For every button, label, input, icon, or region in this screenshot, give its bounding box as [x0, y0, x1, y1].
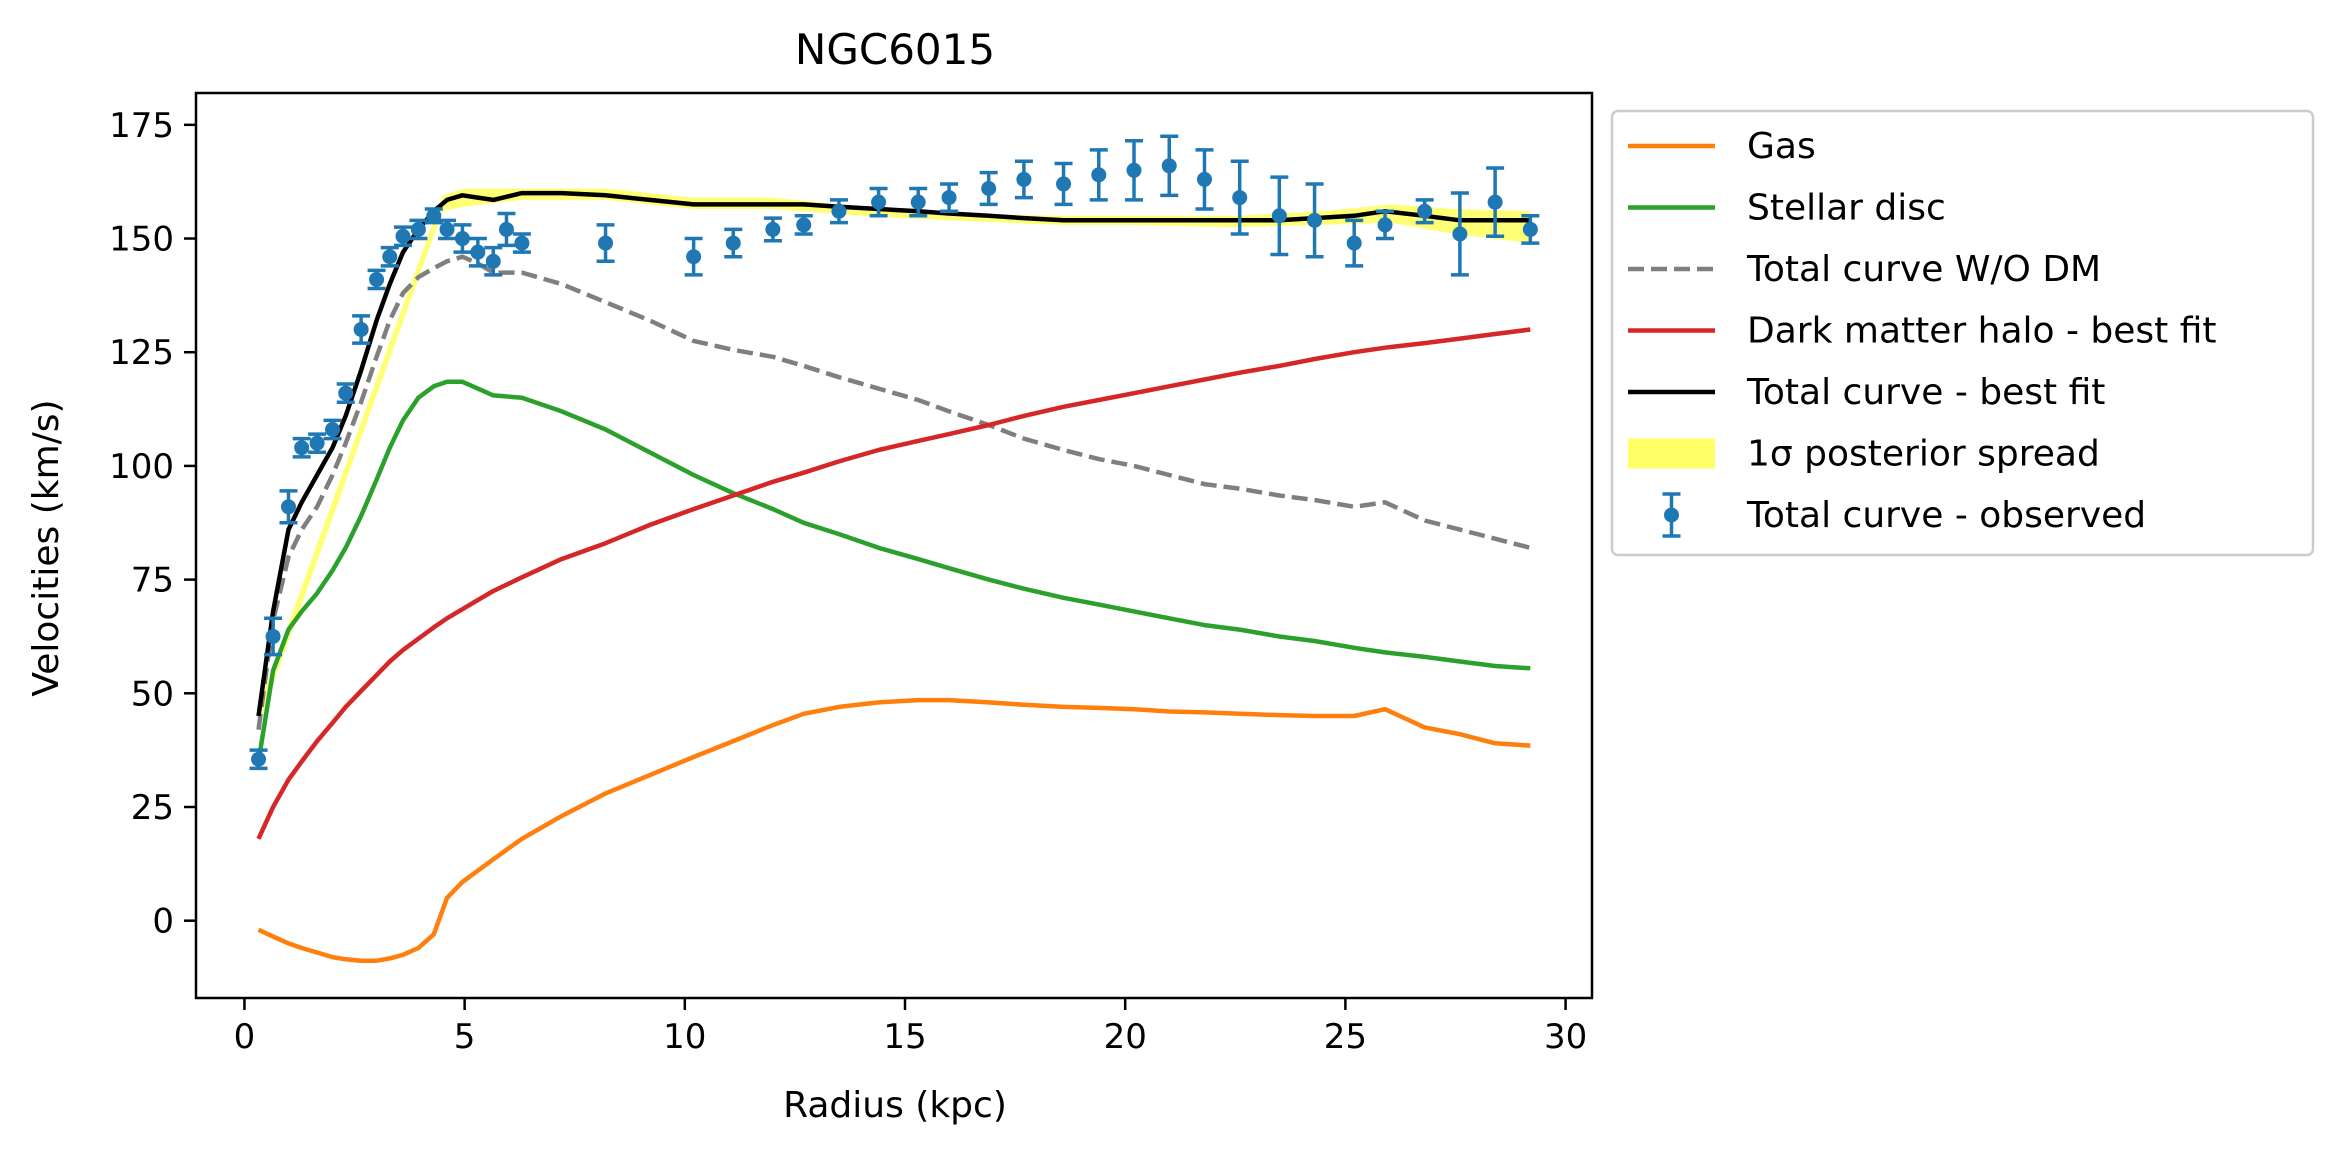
x-tick-label: 30 — [1544, 1017, 1587, 1057]
y-tick-label: 0 — [152, 902, 174, 942]
observed-point — [485, 253, 501, 269]
observed-point — [910, 194, 926, 210]
observed-point — [325, 422, 341, 438]
y-tick-label: 100 — [109, 447, 174, 487]
legend-total-curve-observed-swatch-marker — [1664, 507, 1679, 523]
observed-point — [454, 231, 470, 247]
x-tick-label: 10 — [663, 1017, 706, 1057]
x-axis-label: Radius (kpc) — [783, 1085, 1007, 1126]
observed-point — [1487, 194, 1503, 210]
observed-point — [598, 235, 614, 251]
legend-1-posterior-spread-label: 1σ posterior spread — [1747, 434, 2100, 475]
y-tick-label: 175 — [109, 106, 174, 146]
observed-point — [514, 235, 530, 251]
observed-point — [426, 208, 442, 224]
y-tick-label: 150 — [109, 220, 174, 260]
observed-point — [338, 385, 354, 401]
plot-content — [249, 134, 1540, 963]
x-tick-label: 15 — [883, 1017, 926, 1057]
observed-point — [686, 249, 702, 265]
legend: Gas Stellar disc Total curve W/O DM Dark ma… — [1610, 109, 2315, 557]
legend-dark-matter-halo-best-fit-label: Dark matter halo - best fit — [1747, 311, 2217, 352]
series-line-dark-matter-halo-best-fit — [256, 327, 1531, 840]
legend-total-curve-best-fit-label: Total curve - best fit — [1746, 372, 2105, 413]
observed-point — [1346, 235, 1362, 251]
series-line-total-curve-best-fit — [256, 190, 1531, 717]
x-tick-label: 5 — [454, 1017, 476, 1057]
observed-point — [1091, 167, 1107, 183]
legend-gas-label: Gas — [1747, 126, 1816, 167]
y-tick-label: 50 — [131, 674, 174, 714]
legend-total-curve-observed-label: Total curve - observed — [1746, 495, 2146, 536]
legend-stellar-disc-label: Stellar disc — [1747, 188, 1946, 229]
x-tick-label: 0 — [234, 1017, 256, 1057]
observed-point — [1126, 162, 1142, 178]
observed-point — [439, 221, 455, 237]
observed-point — [765, 221, 781, 237]
observed-point — [1056, 176, 1072, 192]
y-tick-label: 75 — [131, 561, 174, 601]
legend-1-posterior-spread-swatch — [1628, 438, 1715, 469]
observed-point — [981, 181, 997, 197]
observed-point — [369, 271, 385, 287]
observed-point — [470, 244, 486, 260]
observed-point — [309, 435, 325, 451]
plot-area — [249, 134, 1540, 963]
y-tick-label: 125 — [109, 333, 174, 373]
observed-point — [1161, 158, 1177, 174]
observed-point — [1377, 217, 1393, 233]
observed-point — [796, 217, 812, 233]
observed-point — [871, 194, 887, 210]
chart-title: NGC6015 — [795, 25, 995, 74]
observed-point — [941, 190, 957, 206]
observed-point — [1417, 203, 1433, 219]
observed-point — [1232, 190, 1248, 206]
observed-point — [1016, 171, 1032, 187]
y-axis-label: Velocities (km/s) — [26, 399, 67, 696]
x-tick-label: 20 — [1104, 1017, 1147, 1057]
axes: 0 5 10 15 20 25 30 0 25 50 75 100 125 150 175 — [109, 91, 1594, 1057]
observed-point — [265, 628, 281, 644]
legend-box — [1610, 109, 2315, 557]
x-tick-label: 25 — [1324, 1017, 1367, 1057]
observed-point — [1307, 212, 1323, 228]
observed-point — [1452, 226, 1468, 242]
observed-point — [410, 221, 426, 237]
observed-point — [251, 751, 267, 767]
observed-point — [1196, 171, 1212, 187]
observed-point — [831, 203, 847, 219]
observed-point — [725, 235, 741, 251]
observed-point — [395, 228, 411, 244]
legend-total-curve-w-o-dm-label: Total curve W/O DM — [1746, 249, 2101, 290]
observed-point — [1522, 221, 1538, 237]
observed-point — [1271, 208, 1287, 224]
observed-point — [280, 499, 296, 515]
series-line-gas — [257, 697, 1531, 963]
observed-point — [294, 440, 310, 456]
axes-frame — [194, 91, 1594, 1000]
observed-point — [353, 321, 369, 337]
y-tick-label: 25 — [131, 788, 174, 828]
observed-point — [498, 221, 514, 237]
observed-point — [382, 249, 398, 265]
